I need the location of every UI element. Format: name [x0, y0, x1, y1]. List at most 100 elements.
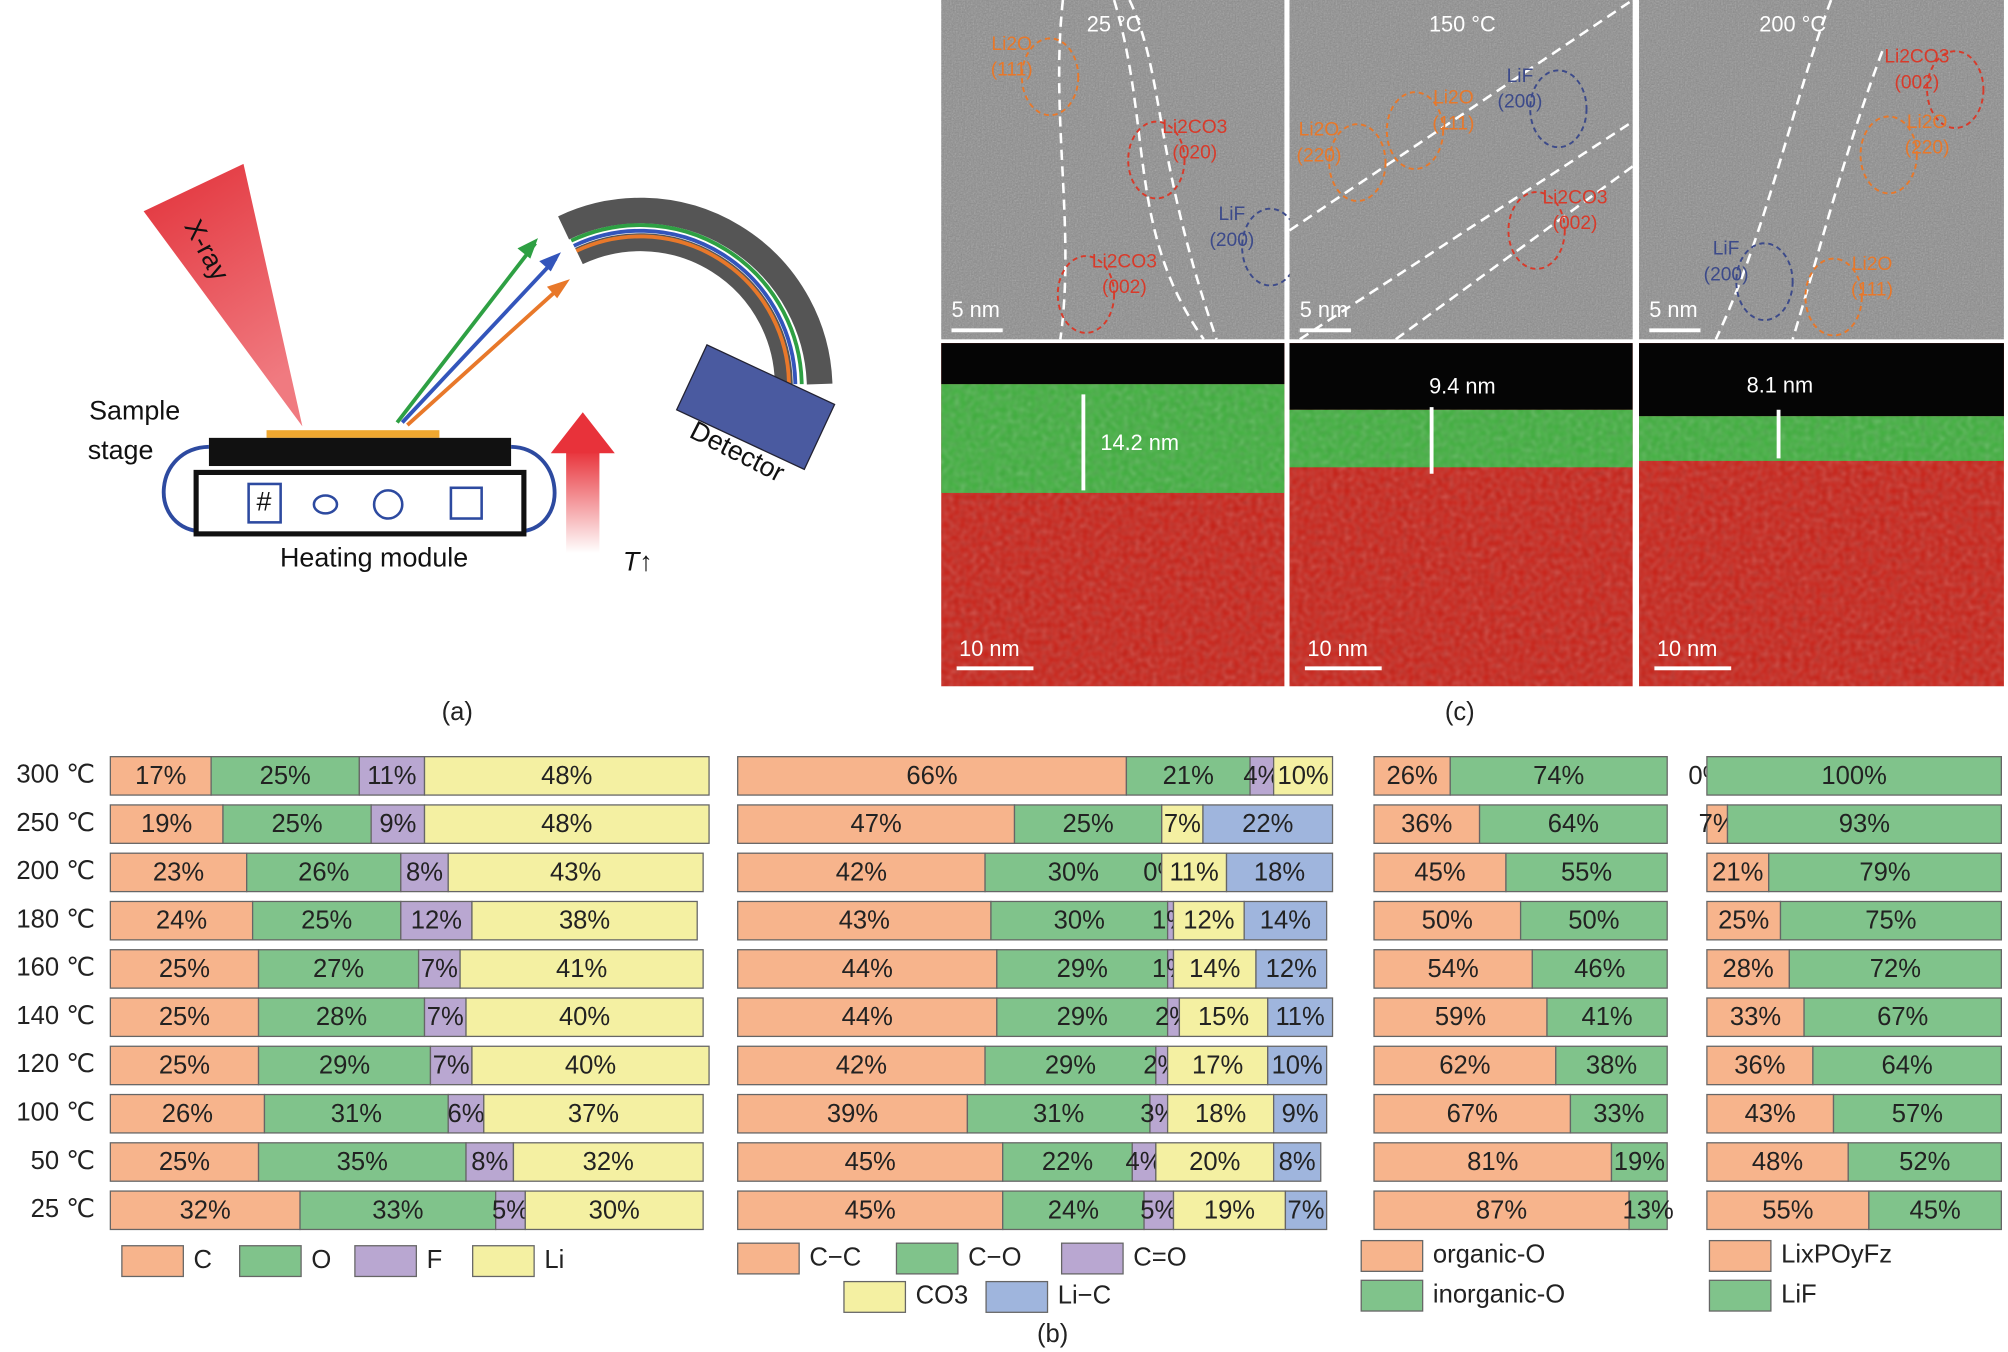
temperature: 200 °C [1759, 11, 1826, 36]
value-label: 27% [313, 955, 364, 983]
bar-segment [1478, 804, 1668, 844]
bar-segment [1706, 852, 1770, 893]
bar-segment [1272, 1142, 1322, 1182]
value-label: 25% [159, 1003, 210, 1031]
value-label: 31% [1033, 1100, 1084, 1128]
bar-segment [1013, 804, 1163, 844]
panel-label: (a) [442, 698, 473, 726]
legend-label: C−O [968, 1243, 1021, 1271]
row-label: 25 ℃ [31, 1195, 95, 1223]
value-label: 42% [836, 1052, 887, 1080]
legend-label: C−C [809, 1243, 861, 1271]
bar-segment [1706, 1190, 1870, 1231]
value-label: 64% [1882, 1052, 1933, 1080]
value-label: 12% [1266, 955, 1317, 983]
bar-segment [246, 852, 402, 893]
sample [266, 430, 440, 438]
value-label: 17% [1192, 1052, 1243, 1080]
value-label: 45% [1909, 1196, 1960, 1224]
value-label: 25% [260, 762, 311, 790]
phase-region [1735, 242, 1794, 322]
value-label: 36% [1401, 810, 1452, 838]
value-label: 25% [1718, 907, 1769, 935]
temperature-arrow [566, 450, 600, 554]
value-label: 100% [1821, 762, 1886, 790]
bar-segment [1706, 1045, 1814, 1086]
legend-label: organic-O [1433, 1241, 1545, 1269]
bar-segment [1166, 1045, 1269, 1086]
value-label: 25% [271, 810, 322, 838]
bar-segment [1449, 756, 1668, 796]
loop [510, 444, 557, 534]
value-label: 74% [1533, 762, 1584, 790]
bar-segment [1726, 804, 2002, 844]
thickness-label: 14.2 nm [1100, 430, 1179, 455]
value-label: 8% [1279, 1148, 1316, 1176]
bar-segment [109, 900, 254, 941]
bar-segment [737, 804, 1016, 844]
xray-beam [143, 163, 303, 427]
value-label: 25% [159, 1052, 210, 1080]
phase-region [1385, 91, 1445, 170]
value-label: 66% [906, 762, 957, 790]
value-label: 14% [1189, 955, 1240, 983]
phase-index: (020) [1172, 143, 1217, 164]
bar-segment [1847, 1142, 2002, 1182]
value-label: 57% [1892, 1100, 1943, 1128]
bar-segment [1172, 1190, 1287, 1231]
phase-label: Li2CO3 [1884, 47, 1949, 68]
phase-region [1507, 191, 1566, 270]
phase-label: Li2CO3 [1162, 117, 1227, 138]
bar-segment [447, 1093, 485, 1134]
bar-segment [1628, 1190, 1668, 1231]
value-label: 45% [1414, 858, 1465, 886]
bar-segment [1832, 1093, 2002, 1134]
phase-index: (220) [1905, 138, 1950, 159]
legend-label: LixPOyFz [1781, 1241, 1892, 1269]
phase-region [1020, 37, 1080, 117]
value-label: 44% [842, 1003, 893, 1031]
phase-index: (220) [1297, 145, 1342, 166]
value-label: 11% [1275, 1003, 1324, 1031]
value-label: 33% [1593, 1100, 1644, 1128]
thickness-label: 8.1 nm [1747, 372, 1813, 397]
value-label: 26% [162, 1100, 213, 1128]
value-label: 22% [1242, 810, 1293, 838]
bar-segment [737, 1142, 1004, 1182]
value-label: 25% [1062, 810, 1113, 838]
bar-segment [429, 1045, 473, 1086]
value-label: 19% [141, 810, 192, 838]
temperature: 25 °C [1087, 11, 1142, 36]
panel-label: (c) [1445, 698, 1475, 726]
bar-segment [1531, 949, 1668, 989]
bar-segment [1284, 1190, 1328, 1231]
row-label: 140 ℃ [16, 1002, 95, 1030]
slot-label: # [257, 486, 272, 516]
row-label: 200 ℃ [16, 857, 95, 885]
eels-black [1639, 343, 2004, 417]
legend-label: Li [544, 1246, 564, 1274]
value-label: 31% [331, 1100, 382, 1128]
legend-swatch [472, 1245, 535, 1278]
legend-swatch [1708, 1279, 1772, 1312]
value-label: 22% [1042, 1148, 1093, 1176]
value-label: 30% [1048, 858, 1099, 886]
ray [400, 257, 558, 424]
phase-region [1127, 120, 1186, 200]
value-label: 7% [1288, 1196, 1325, 1224]
boundary [1714, 0, 1833, 340]
phase-region [1328, 123, 1387, 202]
legend-label: CO3 [916, 1282, 969, 1310]
scale-label: 5 nm [1649, 297, 1697, 322]
phase-label: Li2O [1852, 254, 1893, 275]
legend-swatch [354, 1245, 417, 1278]
boundary [1791, 50, 1884, 340]
value-label: 50% [1568, 907, 1619, 935]
value-label: 44% [842, 955, 893, 983]
row-label: 160 ℃ [16, 954, 95, 982]
phase-index: (002) [1102, 277, 1147, 298]
value-label: 12% [411, 907, 462, 935]
bar-segment [423, 997, 467, 1038]
row-label: 180 ℃ [16, 905, 95, 933]
bar-segment [1768, 852, 2002, 893]
